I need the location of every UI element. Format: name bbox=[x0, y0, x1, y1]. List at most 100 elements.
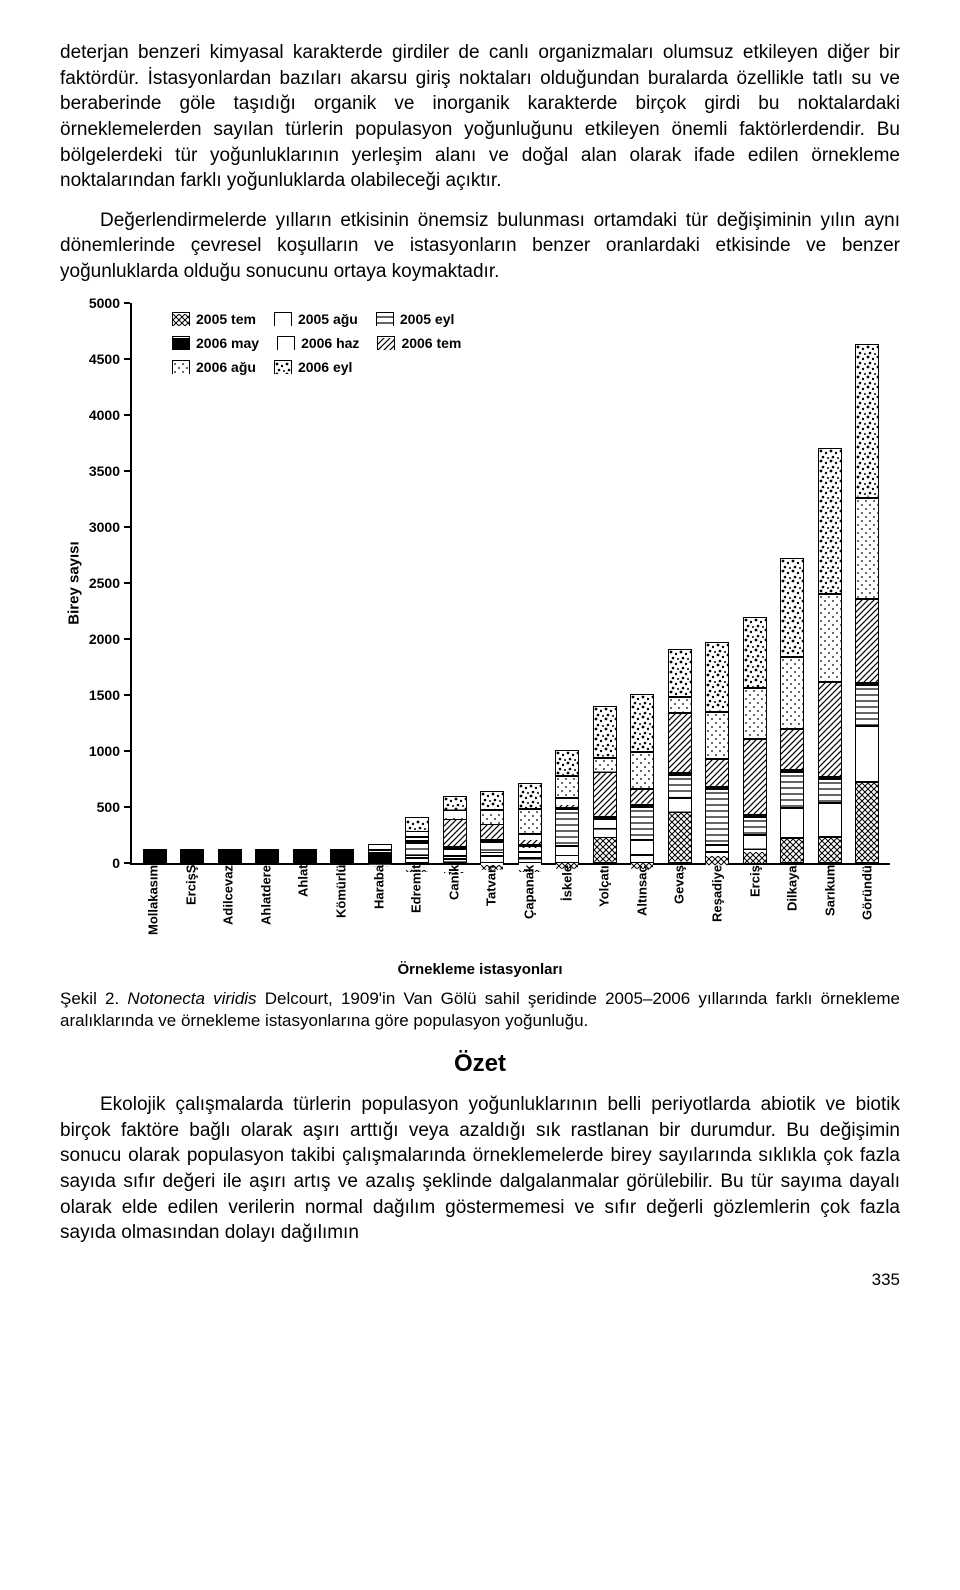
bar-segment bbox=[443, 810, 467, 819]
x-tick-label: Adilcevaz bbox=[211, 865, 245, 955]
bar-segment bbox=[555, 798, 579, 807]
x-tick-label: ErcişŞ bbox=[174, 865, 208, 955]
bar-segment bbox=[855, 685, 879, 726]
caption-lead: Şekil 2. bbox=[60, 989, 127, 1008]
paragraph-2: Değerlendirmelerde yılların etkisinin ön… bbox=[60, 208, 900, 285]
figure-2-caption: Şekil 2. Notonecta viridis Delcourt, 190… bbox=[60, 988, 900, 1032]
bar-segment bbox=[743, 617, 767, 689]
bar-column bbox=[513, 783, 547, 863]
bar-segment bbox=[630, 840, 654, 855]
bar-column bbox=[813, 448, 847, 863]
figure-2-chart: Birey sayısı 2005 tem2005 ağu2005 eyl200… bbox=[60, 303, 900, 978]
bar-segment bbox=[480, 824, 504, 840]
bar-column bbox=[326, 849, 360, 863]
bar-segment bbox=[705, 845, 729, 852]
bar-segment bbox=[630, 789, 654, 805]
bar-segment bbox=[855, 782, 879, 863]
y-tick-label: 0 bbox=[112, 855, 120, 871]
y-tick-label: 4500 bbox=[89, 351, 120, 367]
bar-segment bbox=[405, 831, 429, 838]
y-tick-label: 5000 bbox=[89, 295, 120, 311]
bar-segment bbox=[630, 694, 654, 752]
bar-segment bbox=[518, 809, 542, 834]
bar-segment bbox=[443, 796, 467, 811]
bar-segment bbox=[818, 837, 842, 863]
bar-segment bbox=[705, 642, 729, 711]
bar-column bbox=[776, 558, 810, 862]
x-tick-label: Çapanak bbox=[512, 865, 546, 955]
x-tick-label: Kömürlü bbox=[324, 865, 358, 955]
bar-column bbox=[288, 849, 322, 863]
bar-segment bbox=[780, 558, 804, 657]
bar-segment bbox=[705, 852, 729, 863]
bar-segment bbox=[143, 861, 167, 863]
x-tick-label: İskele bbox=[550, 865, 584, 955]
x-tick-label: Sarıkum bbox=[813, 865, 847, 955]
bar-segment bbox=[818, 594, 842, 681]
bar-segment bbox=[743, 688, 767, 738]
x-tick-label: Erciş bbox=[738, 865, 772, 955]
bar-segment bbox=[855, 498, 879, 599]
summary-paragraph-1: Ekolojik çalışmalarda türlerin populasyo… bbox=[60, 1092, 900, 1246]
x-tick-label: Ahlatdere bbox=[249, 865, 283, 955]
y-tick-label: 3000 bbox=[89, 519, 120, 535]
x-tick-label: Göründü bbox=[850, 865, 884, 955]
bar-segment bbox=[555, 776, 579, 798]
bar-segment bbox=[593, 758, 617, 773]
bar-segment bbox=[668, 649, 692, 697]
bar-segment bbox=[668, 812, 692, 862]
bar-segment bbox=[818, 682, 842, 777]
bar-column bbox=[176, 849, 210, 863]
x-tick-label: Reşadiye bbox=[700, 865, 734, 955]
bar-segment bbox=[555, 809, 579, 846]
bar-segment bbox=[443, 849, 467, 856]
x-tick-label: Gevaş bbox=[662, 865, 696, 955]
bar-segment bbox=[480, 810, 504, 823]
bar-segment bbox=[668, 775, 692, 797]
bar-segment bbox=[780, 729, 804, 770]
bar-column bbox=[401, 817, 435, 863]
bar-segment bbox=[743, 849, 767, 862]
bar-segment bbox=[855, 726, 879, 782]
x-tick-label: Haraba bbox=[362, 865, 396, 955]
bar-segment bbox=[818, 779, 842, 804]
page-number: 335 bbox=[60, 1270, 900, 1290]
bar-segment bbox=[593, 772, 617, 817]
bar-segment bbox=[705, 759, 729, 787]
bar-segment bbox=[555, 855, 579, 863]
y-tick-label: 3500 bbox=[89, 463, 120, 479]
bar-segment bbox=[443, 859, 467, 862]
x-tick-label: Altınsaç bbox=[625, 865, 659, 955]
bar-segment bbox=[480, 856, 504, 863]
bar-segment bbox=[405, 843, 429, 855]
y-tick-label: 1000 bbox=[89, 743, 120, 759]
section-title-ozet: Özet bbox=[60, 1050, 900, 1078]
paragraph-1: deterjan benzeri kimyasal karakterde gir… bbox=[60, 40, 900, 194]
bar-segment bbox=[668, 697, 692, 713]
bar-segment bbox=[480, 842, 504, 852]
bar-segment bbox=[705, 789, 729, 845]
bar-segment bbox=[518, 858, 542, 862]
bar-segment bbox=[443, 819, 467, 847]
bar-segment bbox=[480, 791, 504, 810]
x-tick-label: Yolçatı bbox=[587, 865, 621, 955]
y-tick-label: 2500 bbox=[89, 575, 120, 591]
bar-column bbox=[551, 750, 585, 863]
bar-segment bbox=[180, 861, 204, 863]
bar-segment bbox=[780, 772, 804, 808]
bar-column bbox=[738, 617, 772, 863]
x-tick-label: Edremit bbox=[399, 865, 433, 955]
bar-column bbox=[251, 849, 285, 863]
bar-segment bbox=[368, 861, 392, 863]
bar-column bbox=[438, 796, 472, 863]
bar-segment bbox=[255, 861, 279, 863]
bar-segment bbox=[630, 855, 654, 863]
y-tick-label: 500 bbox=[97, 799, 120, 815]
bar-segment bbox=[630, 752, 654, 789]
y-axis-title: Birey sayısı bbox=[66, 541, 83, 624]
bar-column bbox=[213, 849, 247, 863]
bar-segment bbox=[855, 599, 879, 683]
bar-segment bbox=[218, 861, 242, 863]
bar-segment bbox=[518, 852, 542, 859]
bar-segment bbox=[668, 798, 692, 813]
